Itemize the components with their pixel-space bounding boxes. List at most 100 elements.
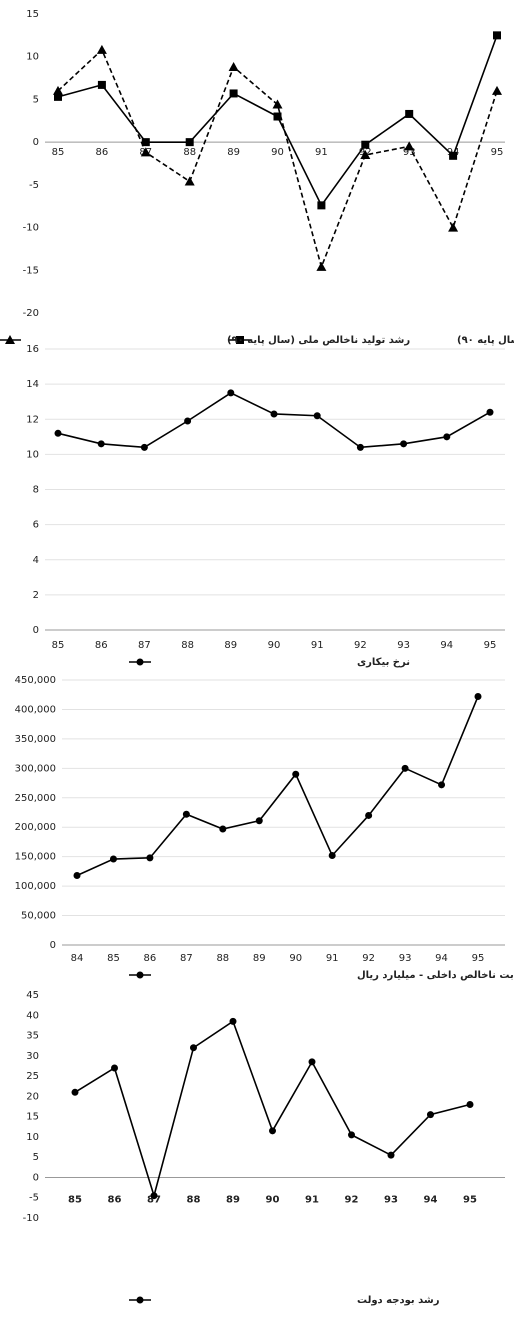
x-tick-label: 90 — [266, 1194, 280, 1205]
y-tick-label: 10 — [26, 52, 39, 63]
x-tick-label: 93 — [384, 1194, 398, 1205]
y-tick-label: 350,000 — [15, 734, 56, 745]
legend-label: رشد بودجه دولت — [357, 1295, 440, 1306]
x-tick-label: 95 — [484, 640, 497, 651]
y-tick-label: 5 — [33, 1152, 39, 1163]
x-tick-label: 85 — [68, 1194, 82, 1205]
x-tick-label: 92 — [362, 953, 375, 964]
data-point — [317, 201, 325, 209]
y-tick-label: 15 — [26, 1112, 39, 1123]
data-point — [329, 852, 336, 859]
data-point — [365, 812, 372, 819]
data-point — [405, 110, 413, 118]
x-tick-label: 86 — [95, 640, 108, 651]
data-point — [492, 86, 502, 95]
data-point — [110, 856, 117, 863]
y-tick-label: 200,000 — [15, 822, 56, 833]
x-tick-label: 89 — [253, 953, 266, 964]
x-tick-label: 91 — [315, 147, 328, 158]
x-tick-label: 90 — [268, 640, 281, 651]
data-point — [449, 152, 457, 160]
y-tick-label: 2 — [33, 590, 39, 601]
y-tick-label: 250,000 — [15, 793, 56, 804]
x-tick-label: 85 — [107, 953, 120, 964]
y-tick-label: -10 — [23, 1213, 39, 1224]
data-point — [357, 444, 364, 451]
data-point — [475, 693, 482, 700]
data-point — [361, 141, 369, 149]
x-tick-label: 86 — [144, 953, 157, 964]
legend-marker — [137, 659, 144, 666]
legend-label: تشکیل سرمایه ثابت ناخالص داخلی - میلیارد… — [357, 970, 514, 981]
data-point — [219, 825, 226, 832]
y-tick-label: 0 — [50, 940, 56, 951]
x-tick-label: 91 — [311, 640, 324, 651]
data-point — [400, 440, 407, 447]
x-tick-label: 88 — [216, 953, 229, 964]
data-point — [74, 872, 81, 879]
x-tick-label: 90 — [271, 147, 284, 158]
data-point — [97, 45, 107, 54]
data-point — [227, 389, 234, 396]
x-tick-label: 88 — [181, 640, 194, 651]
data-point — [256, 817, 263, 824]
y-tick-label: 100,000 — [15, 881, 56, 892]
data-point — [151, 1192, 158, 1199]
y-tick-label: 8 — [33, 485, 39, 496]
x-tick-label: 91 — [326, 953, 339, 964]
x-tick-label: 95 — [472, 953, 485, 964]
data-point — [186, 138, 194, 146]
data-point — [427, 1111, 434, 1118]
data-point — [55, 430, 62, 437]
y-tick-label: 0 — [33, 137, 39, 148]
y-tick-label: 0 — [33, 625, 39, 636]
data-point — [111, 1064, 118, 1071]
x-tick-label: 87 — [180, 953, 193, 964]
legend-label: رشد تولید ناخالص ملی (سال پایه ۹۰) — [227, 335, 410, 346]
y-tick-label: 20 — [26, 1091, 39, 1102]
y-tick-label: 16 — [26, 344, 39, 355]
data-point — [98, 81, 106, 89]
charts-page: 151050-5-10-15-208586878889909192939495ر… — [0, 0, 514, 1329]
data-point — [190, 1044, 197, 1051]
x-tick-label: 88 — [183, 147, 196, 158]
data-point — [292, 771, 299, 778]
x-tick-label: 89 — [224, 640, 237, 651]
x-tick-label: 94 — [435, 953, 448, 964]
x-tick-label: 94 — [424, 1194, 438, 1205]
series-line — [77, 696, 478, 875]
data-point — [402, 765, 409, 772]
y-tick-label: 45 — [26, 990, 39, 1001]
x-tick-label: 87 — [138, 640, 151, 651]
data-point — [309, 1058, 316, 1065]
y-tick-label: 14 — [26, 379, 39, 390]
data-point — [493, 31, 501, 39]
x-tick-label: 85 — [52, 640, 65, 651]
data-point — [230, 1018, 237, 1025]
y-tick-label: 12 — [26, 414, 39, 425]
data-point — [146, 854, 153, 861]
x-tick-label: 89 — [226, 1194, 240, 1205]
x-tick-label: 84 — [71, 953, 84, 964]
data-point — [316, 262, 326, 271]
x-tick-label: 94 — [440, 640, 453, 651]
y-tick-label: -20 — [23, 308, 39, 319]
y-tick-label: 300,000 — [15, 763, 56, 774]
legend-label: نرخ بیکاری — [357, 657, 410, 668]
x-tick-label: 89 — [227, 147, 240, 158]
data-point — [141, 444, 148, 451]
y-tick-label: 15 — [26, 9, 39, 20]
x-tick-label: 95 — [463, 1194, 477, 1205]
x-tick-label: 85 — [52, 147, 65, 158]
data-point — [467, 1101, 474, 1108]
y-tick-label: 6 — [33, 520, 39, 531]
y-tick-label: 50,000 — [21, 911, 56, 922]
y-tick-label: 10 — [26, 1132, 39, 1143]
y-tick-label: -5 — [29, 1193, 39, 1204]
x-tick-label: 86 — [108, 1194, 122, 1205]
y-tick-label: 5 — [33, 94, 39, 105]
legend-label: رشد تولید ناخالص داخلی - با نفت (سال پای… — [457, 335, 514, 346]
x-tick-label: 91 — [305, 1194, 319, 1205]
data-point — [388, 1152, 395, 1159]
y-tick-label: 0 — [33, 1172, 39, 1183]
